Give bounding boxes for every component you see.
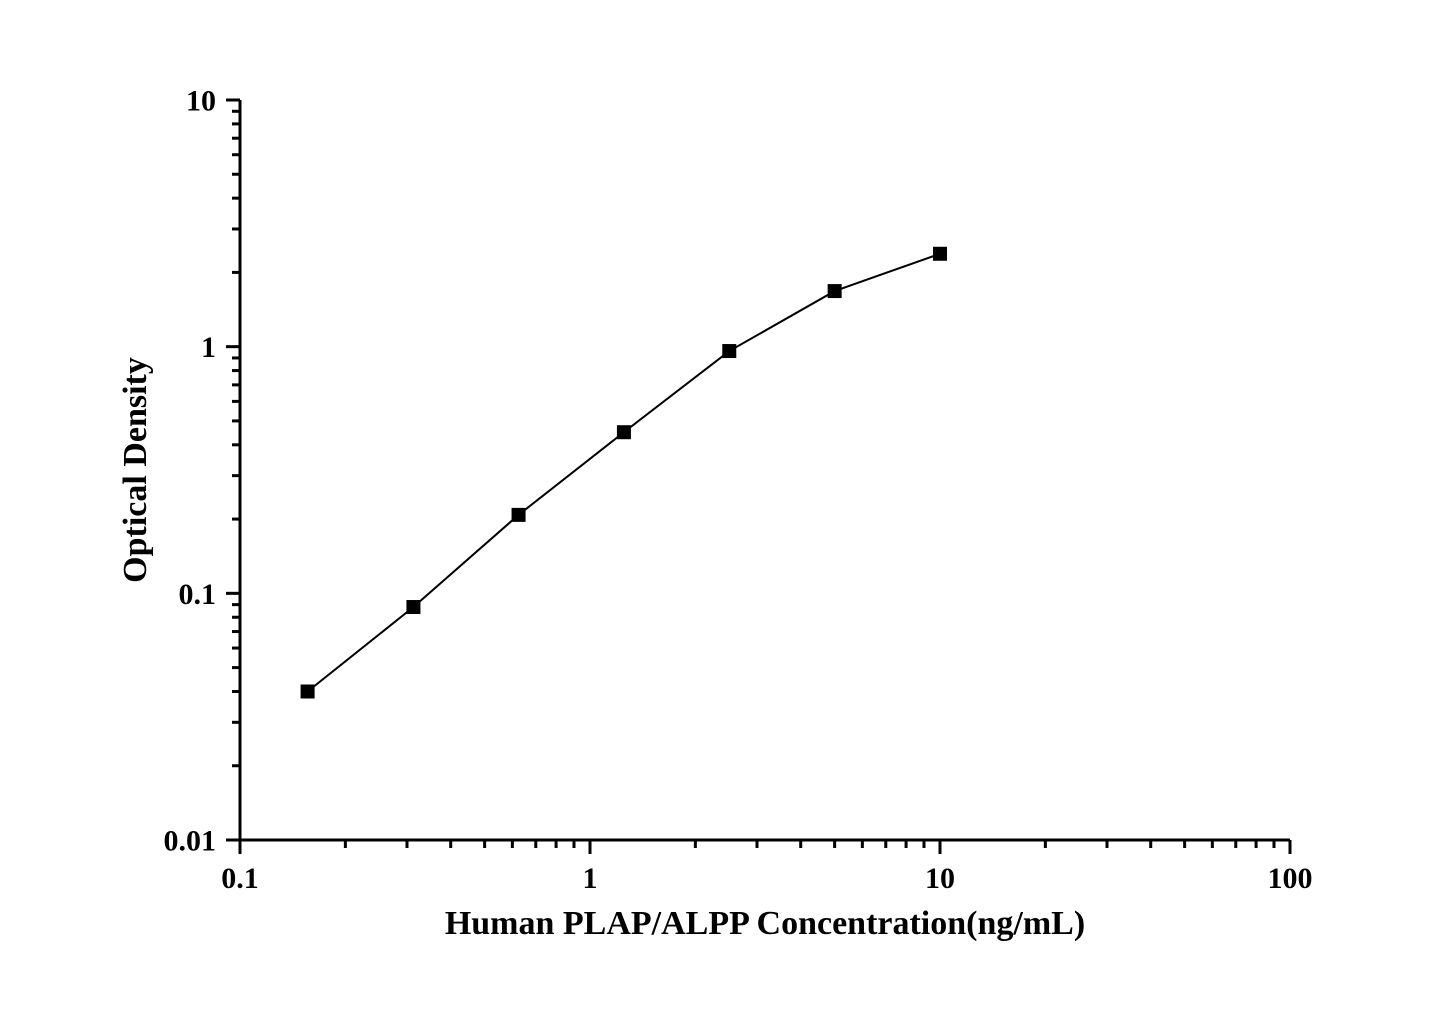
data-marker [617,425,631,439]
y-axis-title: Optical Density [117,357,154,583]
x-tick-label: 100 [1268,862,1313,895]
x-tick-label: 1 [583,862,598,895]
chart-svg: 0.1110100 0.010.1110 Human PLAP/ALPP Con… [0,0,1445,1009]
x-tick-label: 0.1 [221,862,259,895]
data-marker [406,600,420,614]
data-marker [828,284,842,298]
data-marker [301,684,315,698]
x-tick-label: 10 [925,862,955,895]
data-marker [512,508,526,522]
x-axis-title: Human PLAP/ALPP Concentration(ng/mL) [445,905,1085,942]
data-marker [933,247,947,261]
y-tick-label: 10 [186,85,216,118]
data-marker [722,344,736,358]
y-tick-label: 0.1 [179,578,217,611]
y-tick-label: 0.01 [164,825,217,858]
chart-container: 0.1110100 0.010.1110 Human PLAP/ALPP Con… [0,0,1445,1009]
chart-background [0,0,1445,1009]
y-tick-label: 1 [201,331,216,364]
